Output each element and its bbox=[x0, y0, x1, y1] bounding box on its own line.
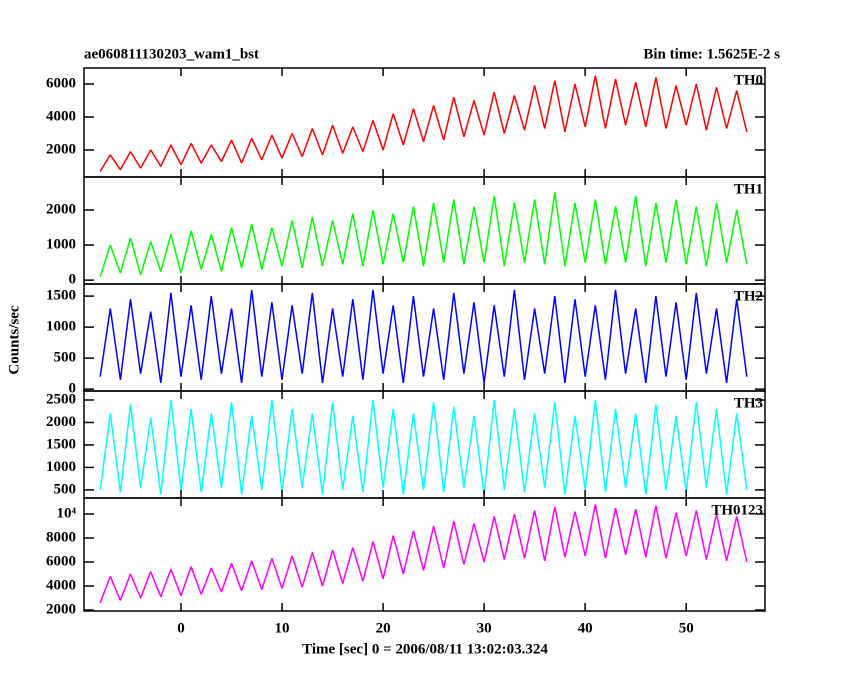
x-tick-label: 20 bbox=[376, 620, 391, 636]
y-tick-label: 0 bbox=[69, 272, 77, 288]
x-tick-label: 50 bbox=[679, 620, 694, 636]
panel-label: TH3 bbox=[734, 395, 763, 411]
y-axis-label: Counts/sec bbox=[6, 305, 22, 375]
panel-label: TH0123 bbox=[711, 502, 763, 518]
panel-label: TH0 bbox=[734, 72, 763, 88]
panel-frame bbox=[83, 176, 766, 285]
y-tick-label: 2500 bbox=[46, 391, 76, 407]
x-tick-label: 30 bbox=[477, 620, 492, 636]
y-tick-label: 1000 bbox=[46, 236, 76, 252]
y-tick-label: 2000 bbox=[46, 201, 76, 217]
y-tick-label: 10⁴ bbox=[57, 505, 77, 521]
y-tick-label: 6000 bbox=[46, 75, 76, 91]
y-tick-label: 4000 bbox=[46, 108, 76, 124]
y-tick-label: 2000 bbox=[46, 141, 76, 157]
panel-label: TH1 bbox=[734, 181, 763, 197]
series-line bbox=[99, 75, 748, 172]
series-line bbox=[99, 504, 748, 604]
series-line bbox=[99, 289, 748, 384]
y-tick-label: 4000 bbox=[46, 577, 76, 593]
y-tick-label: 500 bbox=[54, 350, 77, 366]
y-tick-label: 8000 bbox=[46, 529, 76, 545]
y-tick-label: 1000 bbox=[46, 319, 76, 335]
series-line bbox=[99, 399, 748, 495]
y-tick-label: 6000 bbox=[46, 553, 76, 569]
y-tick-label: 1500 bbox=[46, 288, 76, 304]
x-tick-label: 0 bbox=[177, 620, 185, 636]
y-tick-label: 2000 bbox=[46, 414, 76, 430]
y-tick-label: 2000 bbox=[46, 601, 76, 617]
x-tick-label: 40 bbox=[578, 620, 593, 636]
series-line bbox=[99, 192, 748, 277]
panel-label: TH2 bbox=[734, 288, 763, 304]
x-axis-label: Time [sec] 0 = 2006/08/11 13:02:03.324 bbox=[302, 641, 548, 657]
chart-title: ae060811130203_wam1_bst bbox=[84, 46, 259, 62]
y-tick-label: 1000 bbox=[46, 459, 76, 475]
y-tick-label: 0 bbox=[69, 381, 77, 397]
bin-time: Bin time: 1.5625E-2 s bbox=[643, 46, 780, 62]
panel-frame bbox=[83, 497, 766, 612]
y-tick-label: 500 bbox=[54, 481, 77, 497]
y-tick-label: 1500 bbox=[46, 436, 76, 452]
x-tick-label: 10 bbox=[275, 620, 290, 636]
panel-frame bbox=[83, 67, 766, 178]
